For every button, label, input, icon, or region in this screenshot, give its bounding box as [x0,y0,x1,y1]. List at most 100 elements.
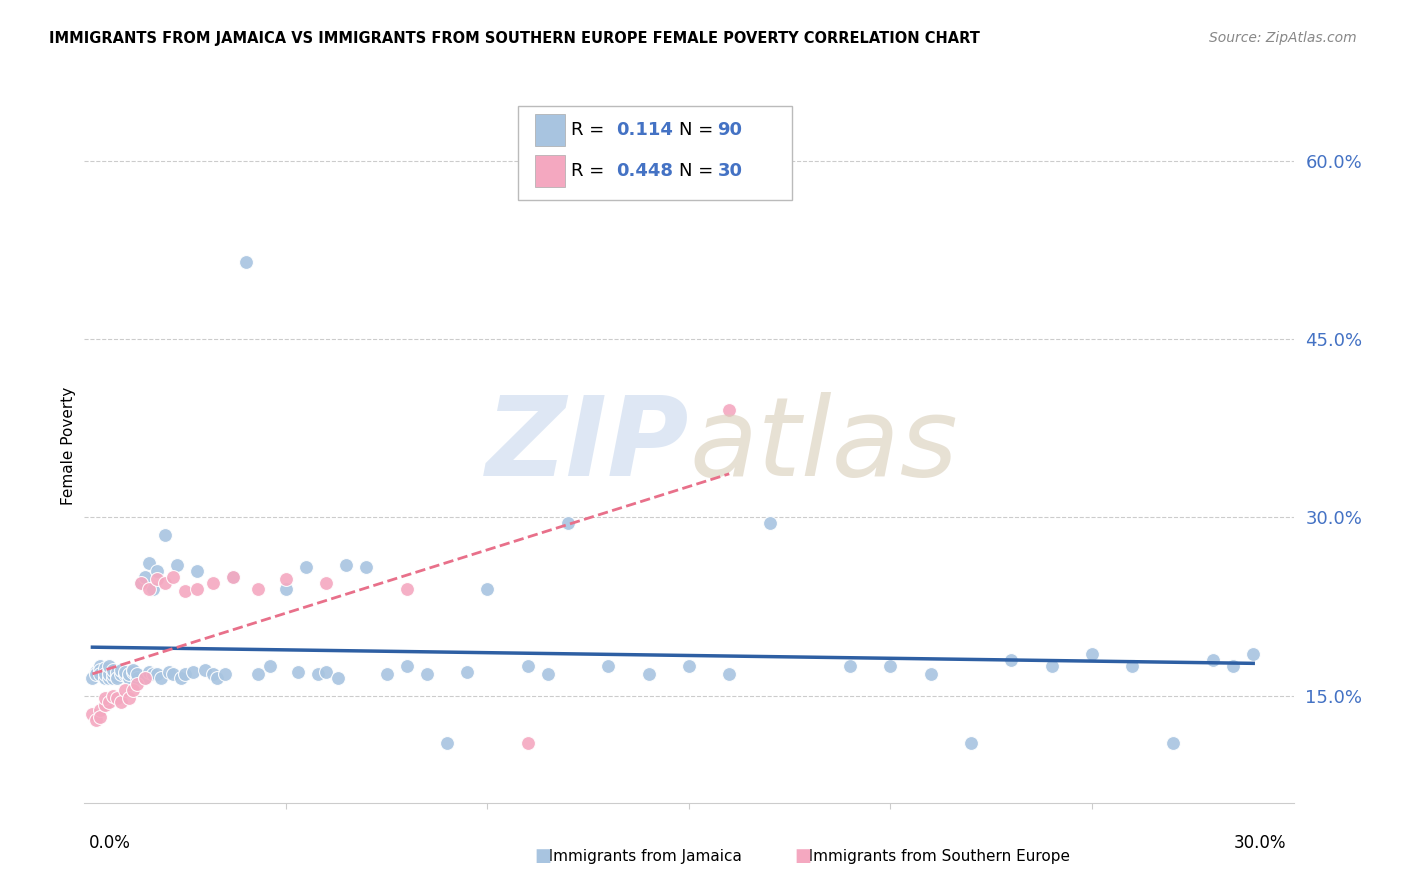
Point [274,582,297,596]
Point [328,671,350,685]
Point [287,665,309,679]
Point [222,570,245,584]
Point [246,582,269,596]
Point [295,560,318,574]
Point [1081,647,1104,661]
Text: Immigrants from Southern Europe: Immigrants from Southern Europe [794,849,1070,863]
Point [97,665,120,679]
Point [97,659,120,673]
Point [315,575,337,590]
Point [477,582,499,596]
Point [416,667,439,681]
Point [142,667,165,681]
Point [839,659,862,673]
Point [1040,659,1063,673]
Y-axis label: Female Poverty: Female Poverty [60,387,76,505]
Point [146,564,169,578]
Text: ■: ■ [794,847,811,865]
Point [146,572,169,586]
Point [118,667,141,681]
Point [1222,659,1244,673]
Point [166,558,188,572]
Point [174,584,197,599]
Point [186,582,208,596]
Point [105,671,128,685]
Point [86,665,108,679]
Point [110,695,132,709]
Text: N =: N = [679,121,720,139]
Point [395,582,418,596]
Text: 0.114: 0.114 [616,121,673,139]
Text: 30: 30 [717,162,742,180]
Point [121,665,143,679]
Point [214,667,236,681]
Point [101,663,124,677]
Text: IMMIGRANTS FROM JAMAICA VS IMMIGRANTS FROM SOUTHERN EUROPE FEMALE POVERTY CORREL: IMMIGRANTS FROM JAMAICA VS IMMIGRANTS FR… [49,31,980,46]
Point [186,564,208,578]
Point [259,659,281,673]
Point [89,703,111,717]
Text: Immigrants from Jamaica: Immigrants from Jamaica [534,849,742,863]
Point [125,667,148,681]
Point [537,667,560,681]
Point [89,710,111,724]
Text: N =: N = [679,162,720,180]
Point [1121,659,1143,673]
Point [637,667,659,681]
Point [101,667,124,681]
Point [456,665,478,679]
Point [134,671,156,685]
Point [1161,736,1184,750]
Point [121,682,143,697]
Point [138,556,160,570]
Text: ■: ■ [534,847,551,865]
Point [246,667,269,681]
Point [82,671,104,685]
Point [718,667,741,681]
Point [1241,647,1264,661]
Point [114,665,136,679]
Point [157,665,180,679]
Point [1000,653,1022,667]
Point [129,575,152,590]
Point [598,659,620,673]
Point [89,659,111,673]
Point [93,661,115,675]
Point [153,528,176,542]
Point [105,665,128,679]
Point [960,736,983,750]
Point [174,667,197,681]
Point [110,663,132,677]
Point [114,682,136,697]
Point [105,668,128,682]
Point [142,582,165,596]
Point [93,691,115,706]
Point [138,582,160,596]
Text: 30.0%: 30.0% [1234,834,1286,852]
Point [89,667,111,681]
Point [516,659,538,673]
Point [557,516,579,531]
Point [879,659,901,673]
Point [758,516,780,531]
Point [153,575,176,590]
Text: 0.0%: 0.0% [89,834,131,852]
Point [93,698,115,713]
Point [114,667,136,681]
Point [97,695,120,709]
Point [718,403,741,417]
Point [146,667,169,681]
Point [194,663,217,677]
Point [129,575,152,590]
Point [235,254,257,268]
Point [118,691,141,706]
Point [516,736,538,750]
Point [125,677,148,691]
Text: R =: R = [571,121,610,139]
Point [678,659,700,673]
Text: atlas: atlas [689,392,957,500]
Text: ZIP: ZIP [485,392,689,500]
Point [86,667,108,681]
Point [335,558,357,572]
Point [110,667,132,681]
